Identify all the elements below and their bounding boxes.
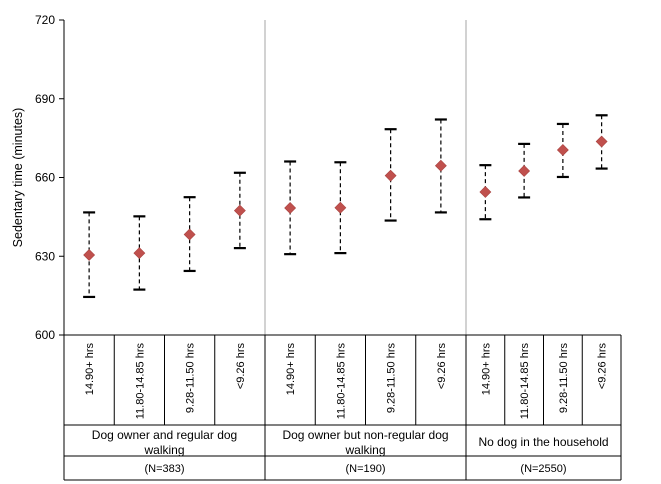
category-label: 9.28-11.50 hrs	[558, 343, 570, 414]
y-tick-label: 690	[35, 92, 55, 106]
data-point-marker	[518, 165, 531, 177]
data-point-marker	[133, 247, 146, 260]
category-label: 11.80-14.85 hrs	[335, 343, 347, 420]
data-point-marker	[479, 186, 492, 198]
y-tick-label: 630	[35, 249, 55, 263]
data-point-marker	[434, 159, 447, 172]
data-point-marker	[83, 249, 96, 261]
data-point-marker	[233, 204, 246, 217]
group-n-label: (N=190)	[345, 463, 385, 475]
data-point-marker	[284, 202, 297, 214]
category-label: <9.26 hrs	[436, 343, 448, 390]
chart-axes	[59, 19, 622, 481]
group-label: No dog in the household	[478, 435, 608, 449]
category-label: 9.28-11.50 hrs	[185, 343, 197, 414]
group-label: Dog owner and regular dog walking	[92, 428, 237, 457]
category-label: 14.90+ hrs	[84, 343, 96, 396]
category-label: 14.90+ hrs	[480, 343, 492, 396]
y-tick-label: 660	[35, 171, 55, 185]
category-label: 14.90+ hrs	[285, 343, 297, 396]
y-tick-label: 720	[35, 13, 55, 27]
category-label: <9.26 hrs	[235, 343, 247, 390]
group-n-label: (N=2550)	[520, 463, 566, 475]
data-point-marker	[384, 169, 397, 182]
category-label: <9.26 hrs	[597, 343, 609, 390]
data-point-marker	[556, 144, 569, 156]
y-axis-label: Sedentary time (minutes)	[11, 108, 25, 248]
chart-marks	[83, 114, 608, 299]
chart-labels: 600 630 660 690 720 Sedentary time (minutes) 1…	[11, 13, 609, 475]
data-point-marker	[334, 201, 347, 214]
y-tick-label: 600	[35, 328, 55, 342]
data-point-marker	[595, 135, 608, 148]
category-label: 11.80-14.85 hrs	[519, 343, 531, 420]
group-n-label: (N=383)	[144, 463, 184, 475]
category-label: 11.80-14.85 hrs	[134, 343, 146, 420]
data-point-marker	[183, 228, 196, 241]
group-label: Dog owner but non-regular dog walking	[282, 428, 448, 457]
category-label: 9.28-11.50 hrs	[386, 343, 398, 414]
